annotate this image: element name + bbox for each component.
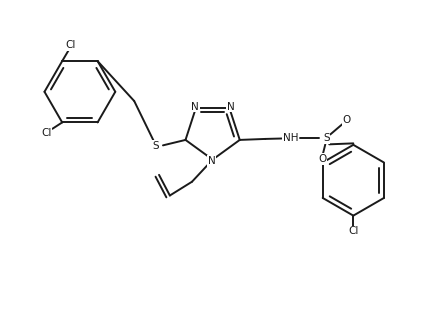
Text: N: N — [227, 102, 235, 112]
Text: Cl: Cl — [348, 226, 359, 236]
Text: O: O — [343, 115, 351, 125]
Text: NH: NH — [283, 134, 299, 144]
Text: Cl: Cl — [41, 128, 52, 138]
Text: N: N — [191, 102, 199, 112]
Text: S: S — [323, 134, 329, 144]
Text: O: O — [318, 154, 326, 164]
Text: S: S — [153, 141, 159, 151]
Text: Cl: Cl — [66, 40, 76, 50]
Text: N: N — [208, 156, 216, 166]
